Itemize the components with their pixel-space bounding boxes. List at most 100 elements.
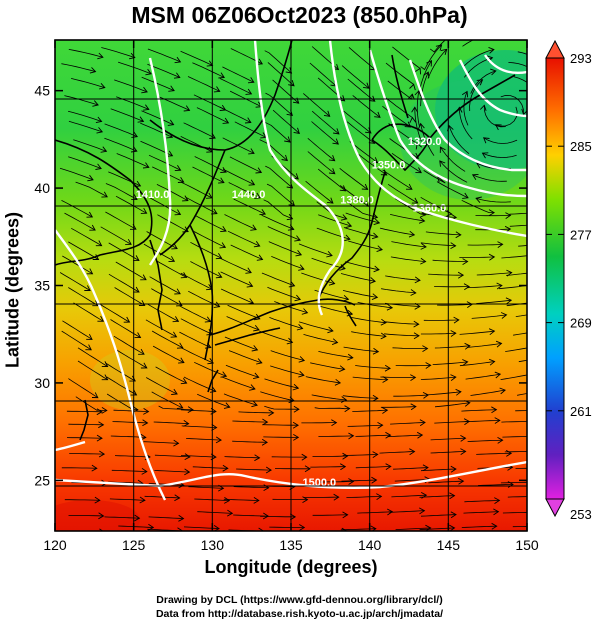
streamline [227, 304, 260, 320]
streamline-arrow [344, 234, 351, 242]
streamline [420, 72, 429, 107]
streamline [470, 70, 496, 94]
streamline-arrow [220, 225, 227, 233]
streamline-arrow [505, 450, 513, 457]
streamline-arrow [142, 419, 149, 427]
streamline [104, 137, 137, 152]
streamline [459, 330, 495, 335]
streamline-arrow [361, 183, 369, 190]
x-tick-label: 120 [43, 537, 67, 553]
streamline [343, 346, 379, 353]
streamline [342, 395, 378, 399]
streamline [416, 90, 420, 126]
streamline [264, 50, 292, 74]
streamline [385, 62, 414, 85]
streamline [347, 424, 383, 427]
streamline-arrow [494, 371, 502, 379]
streamline [390, 422, 426, 425]
colorbar-gradient [545, 57, 565, 500]
streamline-arrow [183, 420, 190, 427]
streamline [154, 470, 190, 473]
streamline-arrow [531, 479, 536, 485]
streamline [301, 272, 335, 284]
streamline-arrow [372, 451, 379, 458]
streamline [66, 410, 102, 413]
streamline-arrow [342, 511, 349, 519]
streamline [110, 319, 141, 338]
streamline-arrow [464, 342, 471, 350]
streamline [420, 44, 442, 71]
streamline-arrow [455, 231, 462, 239]
colorbar-tick-label: 293 [570, 51, 592, 66]
contour-label: 1360.0 [413, 202, 447, 214]
streamline [232, 420, 268, 423]
streamline-arrow [211, 208, 218, 215]
streamline [148, 516, 184, 519]
streamline [420, 123, 435, 156]
streamline-arrow [84, 285, 91, 291]
streamline-arrow [373, 265, 380, 273]
streamline [355, 434, 391, 437]
streamline-arrow [213, 86, 221, 93]
x-tick-label: 145 [437, 537, 461, 553]
streamline [143, 441, 179, 444]
streamline-arrow [299, 524, 306, 531]
streamline-arrow [333, 493, 340, 501]
streamline [66, 437, 103, 439]
streamline [461, 409, 497, 412]
streamline [153, 421, 189, 425]
streamline [118, 525, 154, 528]
streamline [141, 110, 174, 126]
streamline-arrow [183, 105, 191, 112]
streamline [459, 107, 473, 140]
y-axis-ticks: 25 30 35 40 45 [34, 83, 527, 488]
streamline [383, 321, 419, 325]
streamline-arrow [482, 137, 490, 144]
colorbar-tick-label: 261 [570, 404, 592, 419]
streamline-arrow [488, 46, 495, 54]
x-tick-label: 140 [358, 537, 382, 553]
streamline-arrow [416, 431, 424, 439]
streamline [227, 230, 260, 247]
streamline [495, 106, 518, 127]
streamline-arrow [530, 372, 535, 378]
streamline [272, 109, 300, 134]
streamline [64, 95, 99, 106]
streamline [393, 394, 429, 397]
streamline [115, 261, 147, 281]
streamline-arrow [254, 192, 261, 199]
streamline [311, 110, 340, 135]
streamline-arrow [167, 119, 175, 126]
streamline-arrow [475, 196, 482, 203]
streamline-arrow [528, 282, 533, 288]
streamline-arrow [479, 104, 487, 111]
colorbar-tick-label: 269 [570, 316, 592, 331]
streamline [259, 330, 293, 343]
streamline [156, 184, 189, 201]
streamline-arrow [284, 136, 291, 143]
y-tick-label: 35 [34, 278, 50, 294]
streamline-arrow [345, 221, 353, 229]
streamline-arrow [455, 388, 462, 396]
streamline-arrow [422, 345, 429, 352]
streamline [181, 425, 217, 428]
streamline [389, 510, 425, 513]
streamline [344, 261, 380, 271]
streamline-arrow [539, 221, 544, 227]
streamline-arrow [410, 289, 417, 296]
streamline [427, 49, 447, 79]
streamline-arrow [488, 209, 495, 216]
streamline-arrow [384, 364, 391, 372]
streamline-arrow [535, 70, 541, 76]
streamline [157, 95, 190, 111]
streamline [387, 183, 418, 204]
streamline-arrow [409, 116, 417, 124]
streamline-arrow [450, 32, 456, 37]
streamline-arrow [450, 511, 457, 519]
streamline-arrow [298, 264, 305, 271]
streamline [502, 512, 527, 514]
streamline [192, 62, 225, 78]
streamline [439, 160, 468, 183]
streamline-arrow [222, 464, 229, 472]
streamline [265, 165, 293, 189]
